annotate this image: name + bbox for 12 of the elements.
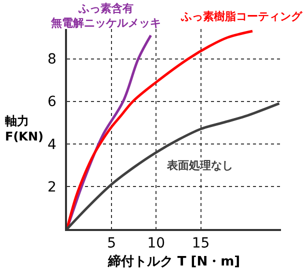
y-axis-title: 軸力 F(KN) bbox=[4, 114, 44, 144]
series-label: 表面処理なし bbox=[166, 159, 233, 172]
series-label: ふっ素樹脂コーティング bbox=[180, 10, 303, 23]
y-tick-label: 6 bbox=[48, 94, 57, 110]
y-tick-label: 4 bbox=[48, 136, 57, 153]
y-tick-label: 8 bbox=[48, 52, 56, 68]
y-tick-label: 2 bbox=[48, 179, 56, 196]
x-axis-title: 締付トルク T [N・m] bbox=[106, 254, 240, 270]
x-tick-label: 15 bbox=[192, 236, 210, 252]
x-tick-label: 10 bbox=[147, 236, 166, 252]
series-label: ふっ素含有無電解ニッケルメッキ bbox=[50, 2, 161, 30]
x-tick-label: 5 bbox=[107, 236, 116, 252]
